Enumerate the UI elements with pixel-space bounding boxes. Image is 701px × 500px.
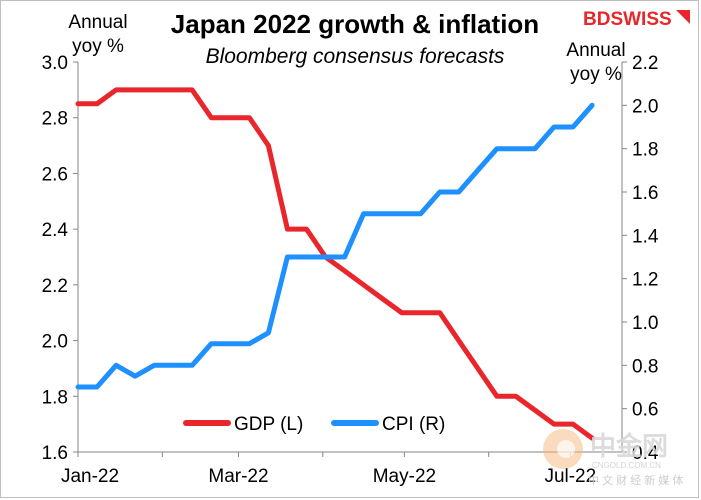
watermark-logo-inner-icon [557, 440, 575, 458]
left-tick-label: 2.8 [42, 109, 68, 130]
right-tick-label: 0.4 [632, 443, 659, 464]
watermark-url: CNGOLD.COM.CN [592, 461, 661, 470]
series-line-cpi [75, 102, 595, 390]
legend: GDP (L) CPI (R) [183, 414, 445, 435]
series-layer [75, 87, 595, 441]
right-tick-label: 2.0 [632, 96, 658, 117]
legend-label-cpi: CPI (R) [382, 414, 445, 435]
left-tick-label: 1.8 [42, 387, 68, 408]
right-tick-label: 0.8 [632, 356, 658, 377]
right-tick-label: 2.2 [632, 53, 658, 74]
x-tick-label: May-22 [373, 466, 436, 487]
left-tick-label: 2.0 [42, 332, 68, 353]
right-tick-label: 1.6 [632, 183, 658, 204]
axes: 1.6 1.8 2.0 2.2 2.4 2.6 2.8 3.0 0.4 0.6 0.8 1.0 1.2 1… [42, 53, 659, 487]
right-axis-unit-line1: Annual [566, 40, 625, 61]
right-tick-label: 1.4 [632, 226, 659, 247]
watermark: 中金网 CNGOLD.COM.CN 中 文 财 经 新 媒 体 [543, 429, 683, 487]
brand-text: BDSWISS [583, 9, 672, 30]
series-line-gdp [75, 87, 595, 441]
left-tick-label: 2.4 [42, 220, 69, 241]
right-tick-label: 0.6 [632, 400, 658, 421]
left-axis-unit-line1: Annual [68, 12, 127, 33]
right-axis-unit-line2: yoy % [570, 64, 622, 85]
x-tick-label: Jul-22 [544, 466, 596, 487]
left-tick-label: 2.6 [42, 164, 68, 185]
brand-logo: BDSWISS [583, 9, 690, 30]
right-tick-label: 1.2 [632, 270, 658, 291]
left-tick-label: 3.0 [42, 53, 68, 74]
right-tick-label: 1.8 [632, 140, 658, 161]
watermark-tagline: 中 文 财 经 新 媒 体 [588, 473, 683, 487]
left-tick-label: 1.6 [42, 443, 68, 464]
watermark-cn-text: 中金网 [590, 431, 668, 462]
brand-arrow-icon [676, 10, 690, 24]
x-tick-label: Jan-22 [61, 466, 119, 487]
chart-subtitle: Bloomberg consensus forecasts [206, 45, 505, 68]
x-tick-label: Mar-22 [208, 466, 268, 487]
left-axis-unit-line2: yoy % [72, 36, 124, 57]
right-tick-label: 1.0 [632, 313, 658, 334]
chart-title: Japan 2022 growth & inflation [171, 9, 539, 39]
legend-label-gdp: GDP (L) [234, 414, 303, 435]
left-tick-label: 2.2 [42, 276, 68, 297]
